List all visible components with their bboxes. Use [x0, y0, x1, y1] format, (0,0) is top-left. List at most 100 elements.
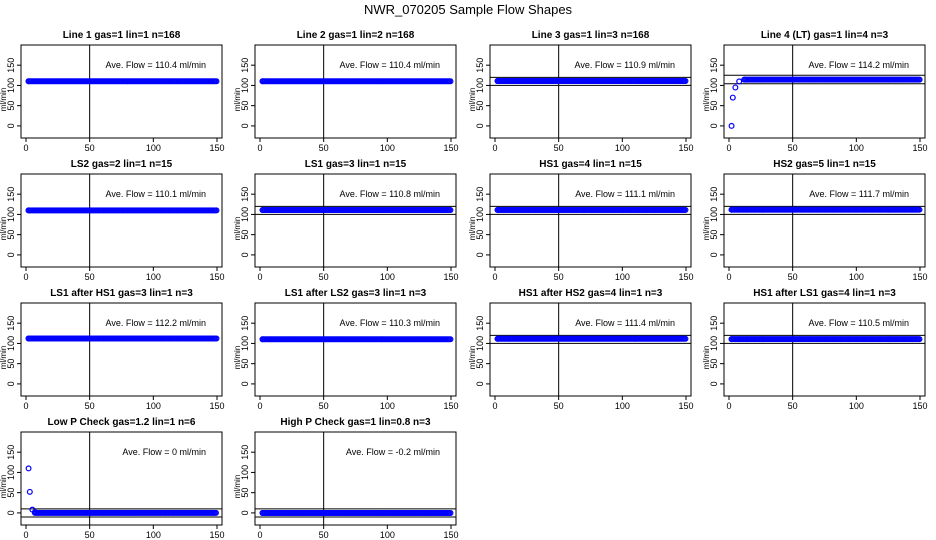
y-tick-label: 150 [240, 316, 250, 331]
panel-title: LS2 gas=2 lin=1 n=15 [71, 159, 173, 170]
x-tick-label: 0 [23, 272, 28, 282]
panel-title: LS1 gas=3 lin=1 n=15 [305, 159, 407, 170]
panel-3: Line 3 gas=1 lin=3 n=168 Ave. Flow = 110.… [468, 30, 694, 153]
panel-2: Line 2 gas=1 lin=2 n=168 Ave. Flow = 110.… [233, 30, 459, 153]
y-axis-label: ml/min [233, 346, 242, 370]
panel-title: HS2 gas=5 lin=1 n=15 [773, 159, 876, 170]
y-tick-label: 0 [6, 252, 16, 257]
data-point [447, 207, 454, 214]
x-tick-label: 0 [23, 143, 28, 153]
x-tick-label: 50 [319, 143, 329, 153]
panel-title: HS1 after LS1 gas=4 lin=1 n=3 [753, 288, 896, 299]
data-point [682, 78, 689, 85]
x-tick-label: 0 [23, 530, 28, 540]
x-tick-label: 50 [85, 401, 95, 411]
plot-frame [489, 173, 692, 268]
x-tick-label: 150 [209, 143, 224, 153]
plot-area [25, 45, 220, 138]
y-axis-label: ml/min [233, 88, 242, 112]
panel-11: HS1 after HS2 gas=4 lin=1 n=3 Ave. Flow =… [468, 288, 694, 411]
y-tick-label: 50 [240, 488, 250, 498]
y-axis-label: ml/min [233, 217, 242, 241]
x-tick-label: 50 [788, 401, 798, 411]
y-tick-label: 50 [6, 230, 16, 240]
average-flow-annotation: Ave. Flow = 110.8 ml/min [340, 189, 440, 199]
plot-frame [254, 173, 457, 268]
plot-frame [254, 302, 457, 397]
y-tick-label: 150 [475, 187, 485, 202]
figure-title: NWR_070205 Sample Flow Shapes [364, 2, 573, 17]
y-tick-label: 0 [709, 381, 719, 386]
x-tick-label: 100 [615, 143, 630, 153]
y-axis-label: ml/min [702, 346, 711, 370]
y-tick-label: 150 [240, 445, 250, 460]
y-tick-label: 150 [6, 316, 16, 331]
average-flow-annotation: Ave. Flow = 111.1 ml/min [575, 189, 675, 199]
y-tick-label: 100 [6, 78, 16, 93]
data-point [213, 207, 220, 214]
plot-frame [723, 302, 926, 397]
x-tick-label: 100 [380, 530, 395, 540]
data-point [682, 206, 689, 213]
y-tick-label: 50 [6, 359, 16, 369]
x-tick-label: 100 [146, 143, 161, 153]
plot-frame [20, 431, 223, 526]
y-tick-label: 150 [709, 58, 719, 73]
x-tick-label: 0 [492, 143, 497, 153]
plot-area [25, 303, 220, 396]
plot-area [21, 432, 222, 525]
plot-area [25, 174, 220, 267]
plot-frame [489, 44, 692, 139]
data-point [447, 509, 454, 516]
x-tick-label: 50 [554, 143, 564, 153]
y-tick-label: 0 [475, 381, 485, 386]
y-tick-label: 50 [709, 230, 719, 240]
average-flow-annotation: Ave. Flow = 110.9 ml/min [575, 60, 675, 70]
x-tick-label: 150 [209, 530, 224, 540]
y-tick-label: 150 [475, 58, 485, 73]
y-tick-label: 100 [475, 207, 485, 222]
panel-12: HS1 after LS1 gas=4 lin=1 n=3 Ave. Flow =… [702, 288, 928, 411]
x-tick-label: 50 [85, 530, 95, 540]
x-tick-label: 150 [912, 401, 927, 411]
plot-area [724, 45, 925, 138]
panel-title: LS1 after LS2 gas=3 lin=1 n=3 [285, 288, 427, 299]
y-tick-label: 0 [6, 123, 16, 128]
x-tick-label: 0 [492, 401, 497, 411]
x-tick-label: 100 [849, 401, 864, 411]
plot-frame [20, 173, 223, 268]
y-tick-label: 100 [475, 336, 485, 351]
data-point [213, 78, 220, 85]
y-tick-label: 150 [475, 316, 485, 331]
y-axis-label: ml/min [0, 88, 8, 112]
average-flow-annotation: Ave. Flow = 112.2 ml/min [106, 318, 206, 328]
y-tick-label: 0 [475, 123, 485, 128]
data-point [729, 94, 736, 101]
y-axis-label: ml/min [0, 346, 8, 370]
x-tick-label: 0 [492, 272, 497, 282]
average-flow-annotation: Ave. Flow = 110.4 ml/min [340, 60, 440, 70]
data-point [916, 206, 923, 213]
x-tick-label: 50 [319, 530, 329, 540]
x-tick-label: 100 [146, 530, 161, 540]
x-tick-label: 50 [319, 272, 329, 282]
x-tick-label: 0 [726, 143, 731, 153]
y-tick-label: 100 [6, 207, 16, 222]
x-tick-label: 150 [678, 143, 693, 153]
y-tick-label: 150 [240, 187, 250, 202]
y-tick-label: 100 [240, 207, 250, 222]
average-flow-annotation: Ave. Flow = 111.7 ml/min [809, 189, 909, 199]
plot-frame [723, 173, 926, 268]
y-tick-label: 0 [709, 252, 719, 257]
y-tick-label: 50 [6, 101, 16, 111]
y-axis-label: ml/min [468, 88, 477, 112]
y-tick-label: 150 [6, 187, 16, 202]
x-tick-label: 50 [788, 143, 798, 153]
y-tick-label: 0 [240, 381, 250, 386]
y-tick-label: 50 [240, 101, 250, 111]
y-tick-label: 150 [6, 58, 16, 73]
data-point [916, 76, 923, 83]
average-flow-annotation: Ave. Flow = 111.4 ml/min [575, 318, 675, 328]
y-tick-label: 100 [240, 78, 250, 93]
panel-6: LS1 gas=3 lin=1 n=15 Ave. Flow = 110.8 ml… [233, 159, 459, 282]
